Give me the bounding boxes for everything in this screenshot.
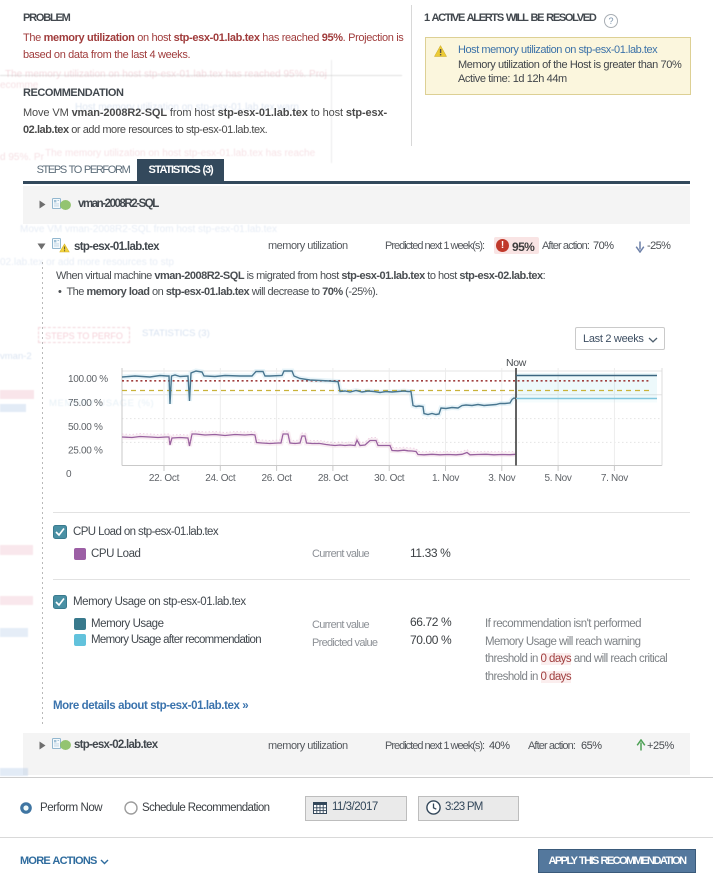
svg-text:50.00 %: 50.00 % [68, 422, 103, 433]
svg-text:24. Oct: 24. Oct [205, 473, 236, 484]
svg-text:26. Oct: 26. Oct [262, 473, 293, 484]
svg-text:0: 0 [66, 469, 72, 480]
svg-text:22. Oct: 22. Oct [149, 473, 180, 484]
svg-text:5. Nov: 5. Nov [545, 473, 572, 484]
svg-text:1. Nov: 1. Nov [432, 473, 459, 484]
svg-text:100.00 %: 100.00 % [68, 374, 108, 385]
svg-text:25.00 %: 25.00 % [68, 446, 103, 457]
svg-text:28. Oct: 28. Oct [318, 473, 349, 484]
svg-text:7. Nov: 7. Nov [601, 473, 628, 484]
svg-text:30. Oct: 30. Oct [374, 473, 405, 484]
svg-text:Now: Now [506, 357, 527, 369]
svg-text:3. Nov: 3. Nov [488, 473, 515, 484]
svg-text:75.00 %: 75.00 % [68, 398, 103, 409]
